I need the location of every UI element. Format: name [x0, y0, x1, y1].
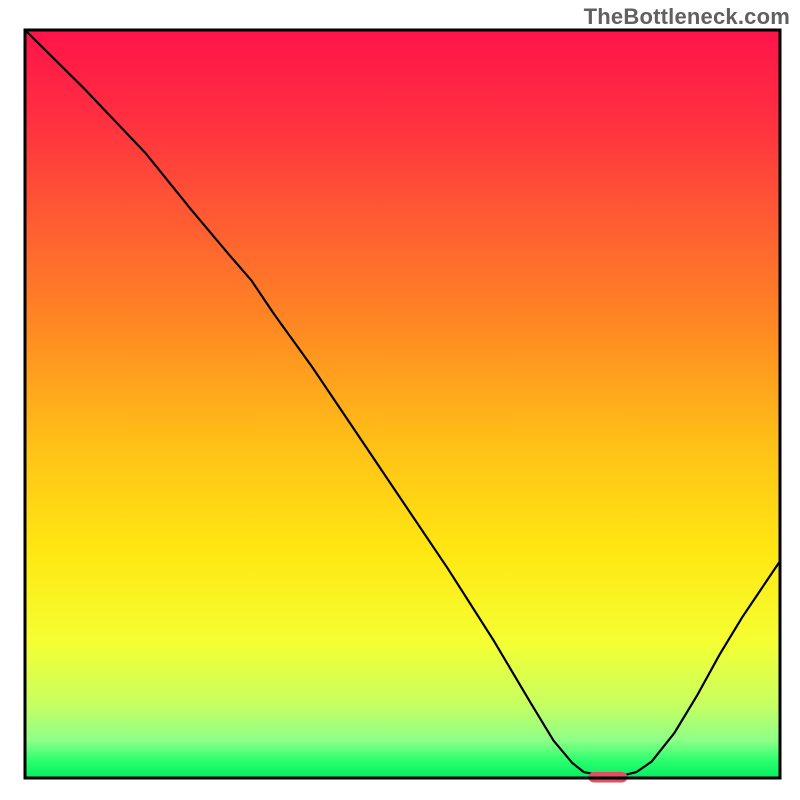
watermark-text: TheBottleneck.com: [584, 4, 790, 30]
chart-svg: [0, 0, 800, 800]
bottleneck-chart: TheBottleneck.com: [0, 0, 800, 800]
